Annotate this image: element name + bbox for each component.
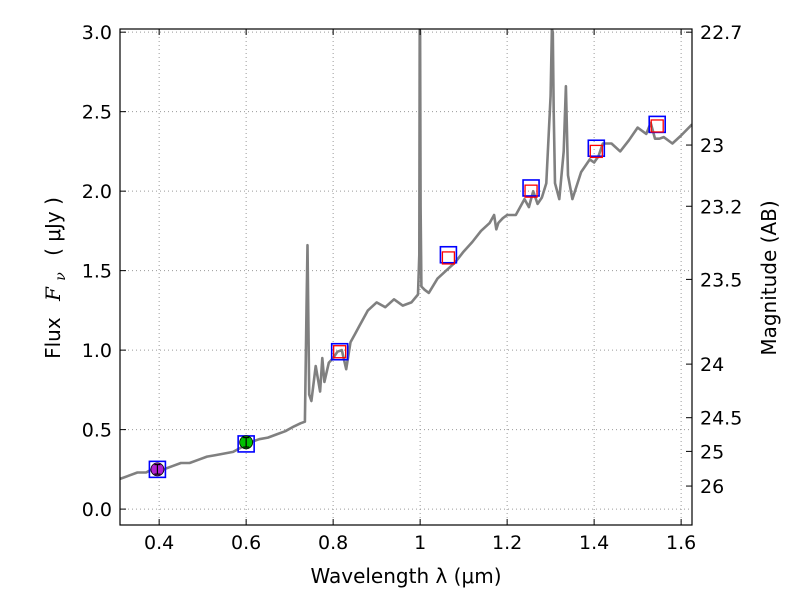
x-tick-label: 0.4 [144, 532, 174, 554]
observed-point [589, 144, 603, 159]
y2-tick-label: 23 [700, 135, 724, 157]
y2-axis-label: Magnitude (AB) [757, 200, 781, 355]
plot-frame [119, 28, 693, 526]
y-axis-label-subscript: ν [53, 272, 69, 281]
model-point [439, 245, 458, 264]
x-axis-label: Wavelength λ (μm) [310, 564, 501, 588]
observed-errorbar [243, 436, 250, 448]
model-point [330, 342, 349, 361]
y2-tick-label: 23.5 [700, 269, 742, 291]
x-tick-label: 0.8 [318, 532, 348, 554]
y-tick-label: 2.0 [82, 181, 112, 203]
y-tick-label: 1.5 [82, 261, 112, 283]
y2-axis-ticks: 22.7 23 23.2 23.5 24 24.5 25 26 [686, 22, 742, 498]
observed-errorbar [154, 463, 161, 475]
y-tick-label: 2.5 [82, 102, 112, 124]
x-tick-label: 0.6 [231, 532, 261, 554]
x-tick-label: 1 [414, 532, 426, 554]
grid [120, 29, 692, 525]
y-tick-label: 3.0 [82, 22, 112, 44]
y2-tick-label: 22.7 [700, 22, 742, 44]
x-tick-label: 1.4 [579, 532, 609, 554]
x-axis-ticks: 0.4 0.6 0.8 1 1.2 1.4 1.6 [144, 29, 696, 554]
y-axis-label: Flux F ν ( μJy ) [41, 197, 70, 359]
x-tick-label: 1.6 [666, 532, 696, 554]
y2-tick-label: 25 [700, 441, 724, 463]
y2-tick-label: 24.5 [700, 408, 742, 430]
y2-tick-label: 24 [700, 354, 724, 376]
y-axis-ticks: 0.0 0.5 1.0 1.5 2.0 2.5 3.0 [82, 22, 126, 521]
model-point [522, 179, 540, 197]
observed-point [333, 345, 347, 359]
observed-point [441, 251, 456, 265]
spectrum-line [120, 29, 692, 481]
model-point [148, 460, 167, 479]
y-tick-label: 0.0 [82, 499, 112, 521]
observed-point [524, 184, 538, 198]
y2-tick-label: 26 [700, 476, 724, 498]
y-axis-label-symbol: F [41, 286, 65, 302]
observed-point [650, 119, 664, 133]
y-tick-label: 1.0 [82, 340, 112, 362]
spectrum-series [120, 29, 692, 481]
model-point [587, 139, 606, 158]
photometry-points [148, 115, 667, 479]
y2-tick-label: 23.2 [700, 196, 742, 218]
y-axis-label-text: Flux [41, 317, 65, 359]
y-axis-label-unit: ( μJy ) [41, 197, 65, 256]
x-tick-label: 1.2 [492, 532, 522, 554]
y-tick-label: 0.5 [82, 420, 112, 442]
